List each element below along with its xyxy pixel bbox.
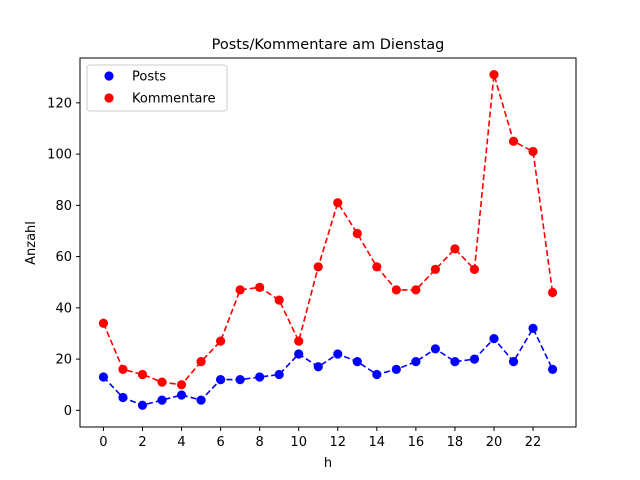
- y-tick-label: 0: [64, 404, 72, 419]
- data-point-posts: [176, 390, 187, 400]
- data-point-posts: [118, 392, 128, 403]
- series-line-kommentare: [102, 74, 554, 386]
- data-point-posts: [411, 357, 421, 367]
- data-point-kommentare: [352, 228, 362, 239]
- y-tick-label: 20: [55, 353, 72, 368]
- data-point-kommentare: [547, 287, 558, 298]
- legend-marker-posts: [104, 71, 114, 81]
- y-tick-label: 80: [55, 199, 72, 214]
- x-tick-label: 12: [329, 435, 346, 450]
- y-tick-label: 120: [47, 96, 72, 111]
- y-tick-label: 60: [55, 250, 72, 265]
- data-point-posts: [352, 357, 362, 367]
- data-point-kommentare: [430, 264, 441, 275]
- data-point-kommentare: [98, 318, 109, 328]
- data-point-kommentare: [157, 377, 167, 387]
- data-point-kommentare: [411, 285, 421, 295]
- data-point-posts: [196, 395, 206, 405]
- data-point-kommentare: [137, 369, 148, 380]
- data-point-kommentare: [372, 262, 382, 272]
- legend-label-posts: Posts: [132, 70, 166, 85]
- data-point-kommentare: [118, 364, 128, 374]
- data-point-kommentare: [176, 380, 187, 390]
- x-tick-label: 0: [99, 435, 107, 450]
- data-point-kommentare: [450, 244, 460, 254]
- data-point-posts: [137, 400, 148, 410]
- data-point-posts: [508, 357, 519, 367]
- axes-frame: [79, 57, 577, 428]
- data-point-posts: [98, 372, 109, 382]
- y-tick-label: 100: [47, 148, 72, 163]
- x-tick-label: 6: [216, 435, 224, 450]
- data-point-posts: [274, 369, 284, 380]
- y-axis-label: Anzahl: [24, 221, 39, 265]
- data-point-kommentare: [528, 146, 538, 157]
- legend-marker-kommentare: [104, 93, 114, 103]
- legend-box: [86, 64, 228, 112]
- y-tick-label: 40: [55, 301, 72, 316]
- data-point-posts: [528, 323, 538, 333]
- data-point-posts: [313, 362, 323, 372]
- data-point-kommentare: [196, 357, 206, 367]
- x-tick-label: 18: [447, 435, 464, 450]
- data-point-posts: [235, 374, 245, 385]
- x-tick-label: 10: [290, 435, 307, 450]
- x-tick-label: 20: [486, 435, 503, 450]
- data-point-posts: [372, 369, 382, 380]
- data-point-kommentare: [274, 295, 284, 305]
- x-tick-label: 8: [256, 435, 264, 450]
- data-point-kommentare: [235, 285, 245, 295]
- data-point-posts: [547, 364, 558, 374]
- data-point-kommentare: [255, 282, 265, 292]
- data-point-kommentare: [294, 336, 304, 346]
- data-point-kommentare: [489, 70, 499, 80]
- x-tick-label: 4: [177, 435, 185, 450]
- data-point-posts: [255, 372, 265, 382]
- data-point-posts: [450, 357, 460, 367]
- x-tick-label: 16: [408, 435, 425, 450]
- x-axis-label: h: [324, 456, 332, 471]
- data-point-kommentare: [508, 136, 519, 146]
- data-point-posts: [157, 395, 167, 405]
- data-point-kommentare: [469, 264, 480, 275]
- data-point-kommentare: [215, 336, 226, 346]
- data-point-posts: [469, 354, 480, 364]
- chart-title: Posts/Kommentare am Dienstag: [212, 37, 445, 53]
- data-point-posts: [391, 364, 401, 374]
- plot-area: 0 2 4 6 8 10 12 14 16 18 20 22 0 20 40 60 80 100 120: [47, 57, 577, 450]
- data-point-posts: [489, 333, 499, 344]
- x-tick-label: 14: [369, 435, 386, 450]
- data-point-kommentare: [391, 285, 401, 295]
- x-tick-label: 22: [525, 435, 542, 450]
- x-tick-label: 2: [138, 435, 146, 450]
- data-point-kommentare: [333, 198, 343, 208]
- legend: Posts Kommentare: [86, 64, 228, 112]
- legend-label-kommentare: Kommentare: [132, 92, 216, 107]
- data-point-posts: [333, 349, 343, 359]
- data-point-posts: [294, 349, 304, 359]
- data-point-posts: [215, 374, 226, 385]
- data-point-posts: [430, 344, 441, 354]
- data-point-kommentare: [313, 262, 323, 272]
